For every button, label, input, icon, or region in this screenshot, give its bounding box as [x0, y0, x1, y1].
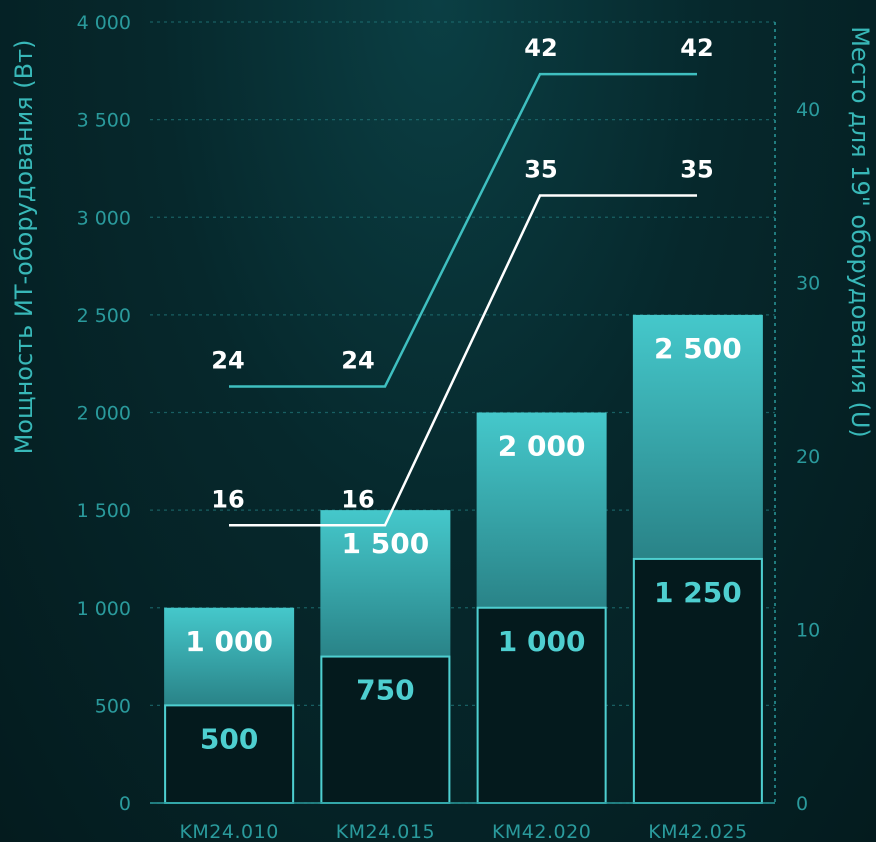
- y-axis-right-title: Место для 19" оборудования (U): [846, 26, 874, 438]
- y-tick-label: 3 000: [77, 207, 131, 229]
- y-tick-label: 0: [119, 793, 131, 815]
- series-point-label: 16: [211, 485, 244, 513]
- bar-total-label: 1 500: [342, 527, 430, 560]
- y-tick-label: 4 000: [77, 12, 131, 34]
- bars: 1 000 500 1 500 750 2 000 1 000 2 500 1 250: [164, 314, 763, 804]
- series-point-label: 24: [341, 346, 374, 374]
- bar-total-label: 2 500: [654, 332, 742, 365]
- series-point-label: 35: [680, 156, 713, 184]
- x-tick-label: KM42.025: [648, 821, 747, 842]
- series-point-label: 42: [680, 34, 713, 62]
- y-tick-label: 3 500: [77, 110, 131, 132]
- series-point-label: 35: [524, 156, 557, 184]
- y-tick-label: 500: [95, 695, 131, 717]
- x-tick-label: KM24.015: [336, 821, 435, 842]
- axes: 0 500 1 000 1 500 2 000 2 500 3 000 3 500 4 000 0…: [77, 12, 821, 842]
- series-point-label: 24: [211, 346, 244, 374]
- bar-inner-label: 750: [356, 674, 414, 707]
- x-tick-label: KM42.020: [492, 821, 591, 842]
- series-point-label: 16: [341, 485, 374, 513]
- y-right-tick-label: 30: [796, 272, 820, 294]
- bar-total-label: 1 000: [185, 625, 273, 658]
- bar-inner-label: 500: [200, 722, 258, 755]
- series-line: [229, 194, 697, 527]
- bar-inner: [632, 557, 763, 804]
- x-tick-label: KM24.010: [179, 821, 278, 842]
- lines: 24 24 42 42 16 16 35 35: [211, 34, 714, 527]
- series-line: [229, 72, 697, 388]
- y-right-tick-label: 40: [796, 99, 820, 121]
- series-point-label: 42: [524, 34, 557, 62]
- y-tick-label: 2 000: [77, 403, 131, 425]
- bar-inner-label: 1 000: [498, 625, 586, 658]
- y-tick-label: 1 500: [77, 500, 131, 522]
- y-right-tick-label: 20: [796, 446, 820, 468]
- y-right-tick-label: 10: [796, 619, 820, 641]
- y-axis-title: Мощность ИТ-оборудования (Вт): [10, 40, 38, 455]
- y-right-tick-label: 0: [796, 793, 808, 815]
- bar-inner-label: 1 250: [654, 576, 742, 609]
- bar-inner: [476, 606, 607, 804]
- bar-total-label: 2 000: [498, 430, 586, 463]
- y-tick-label: 2 500: [77, 305, 131, 327]
- y-tick-label: 1 000: [77, 598, 131, 620]
